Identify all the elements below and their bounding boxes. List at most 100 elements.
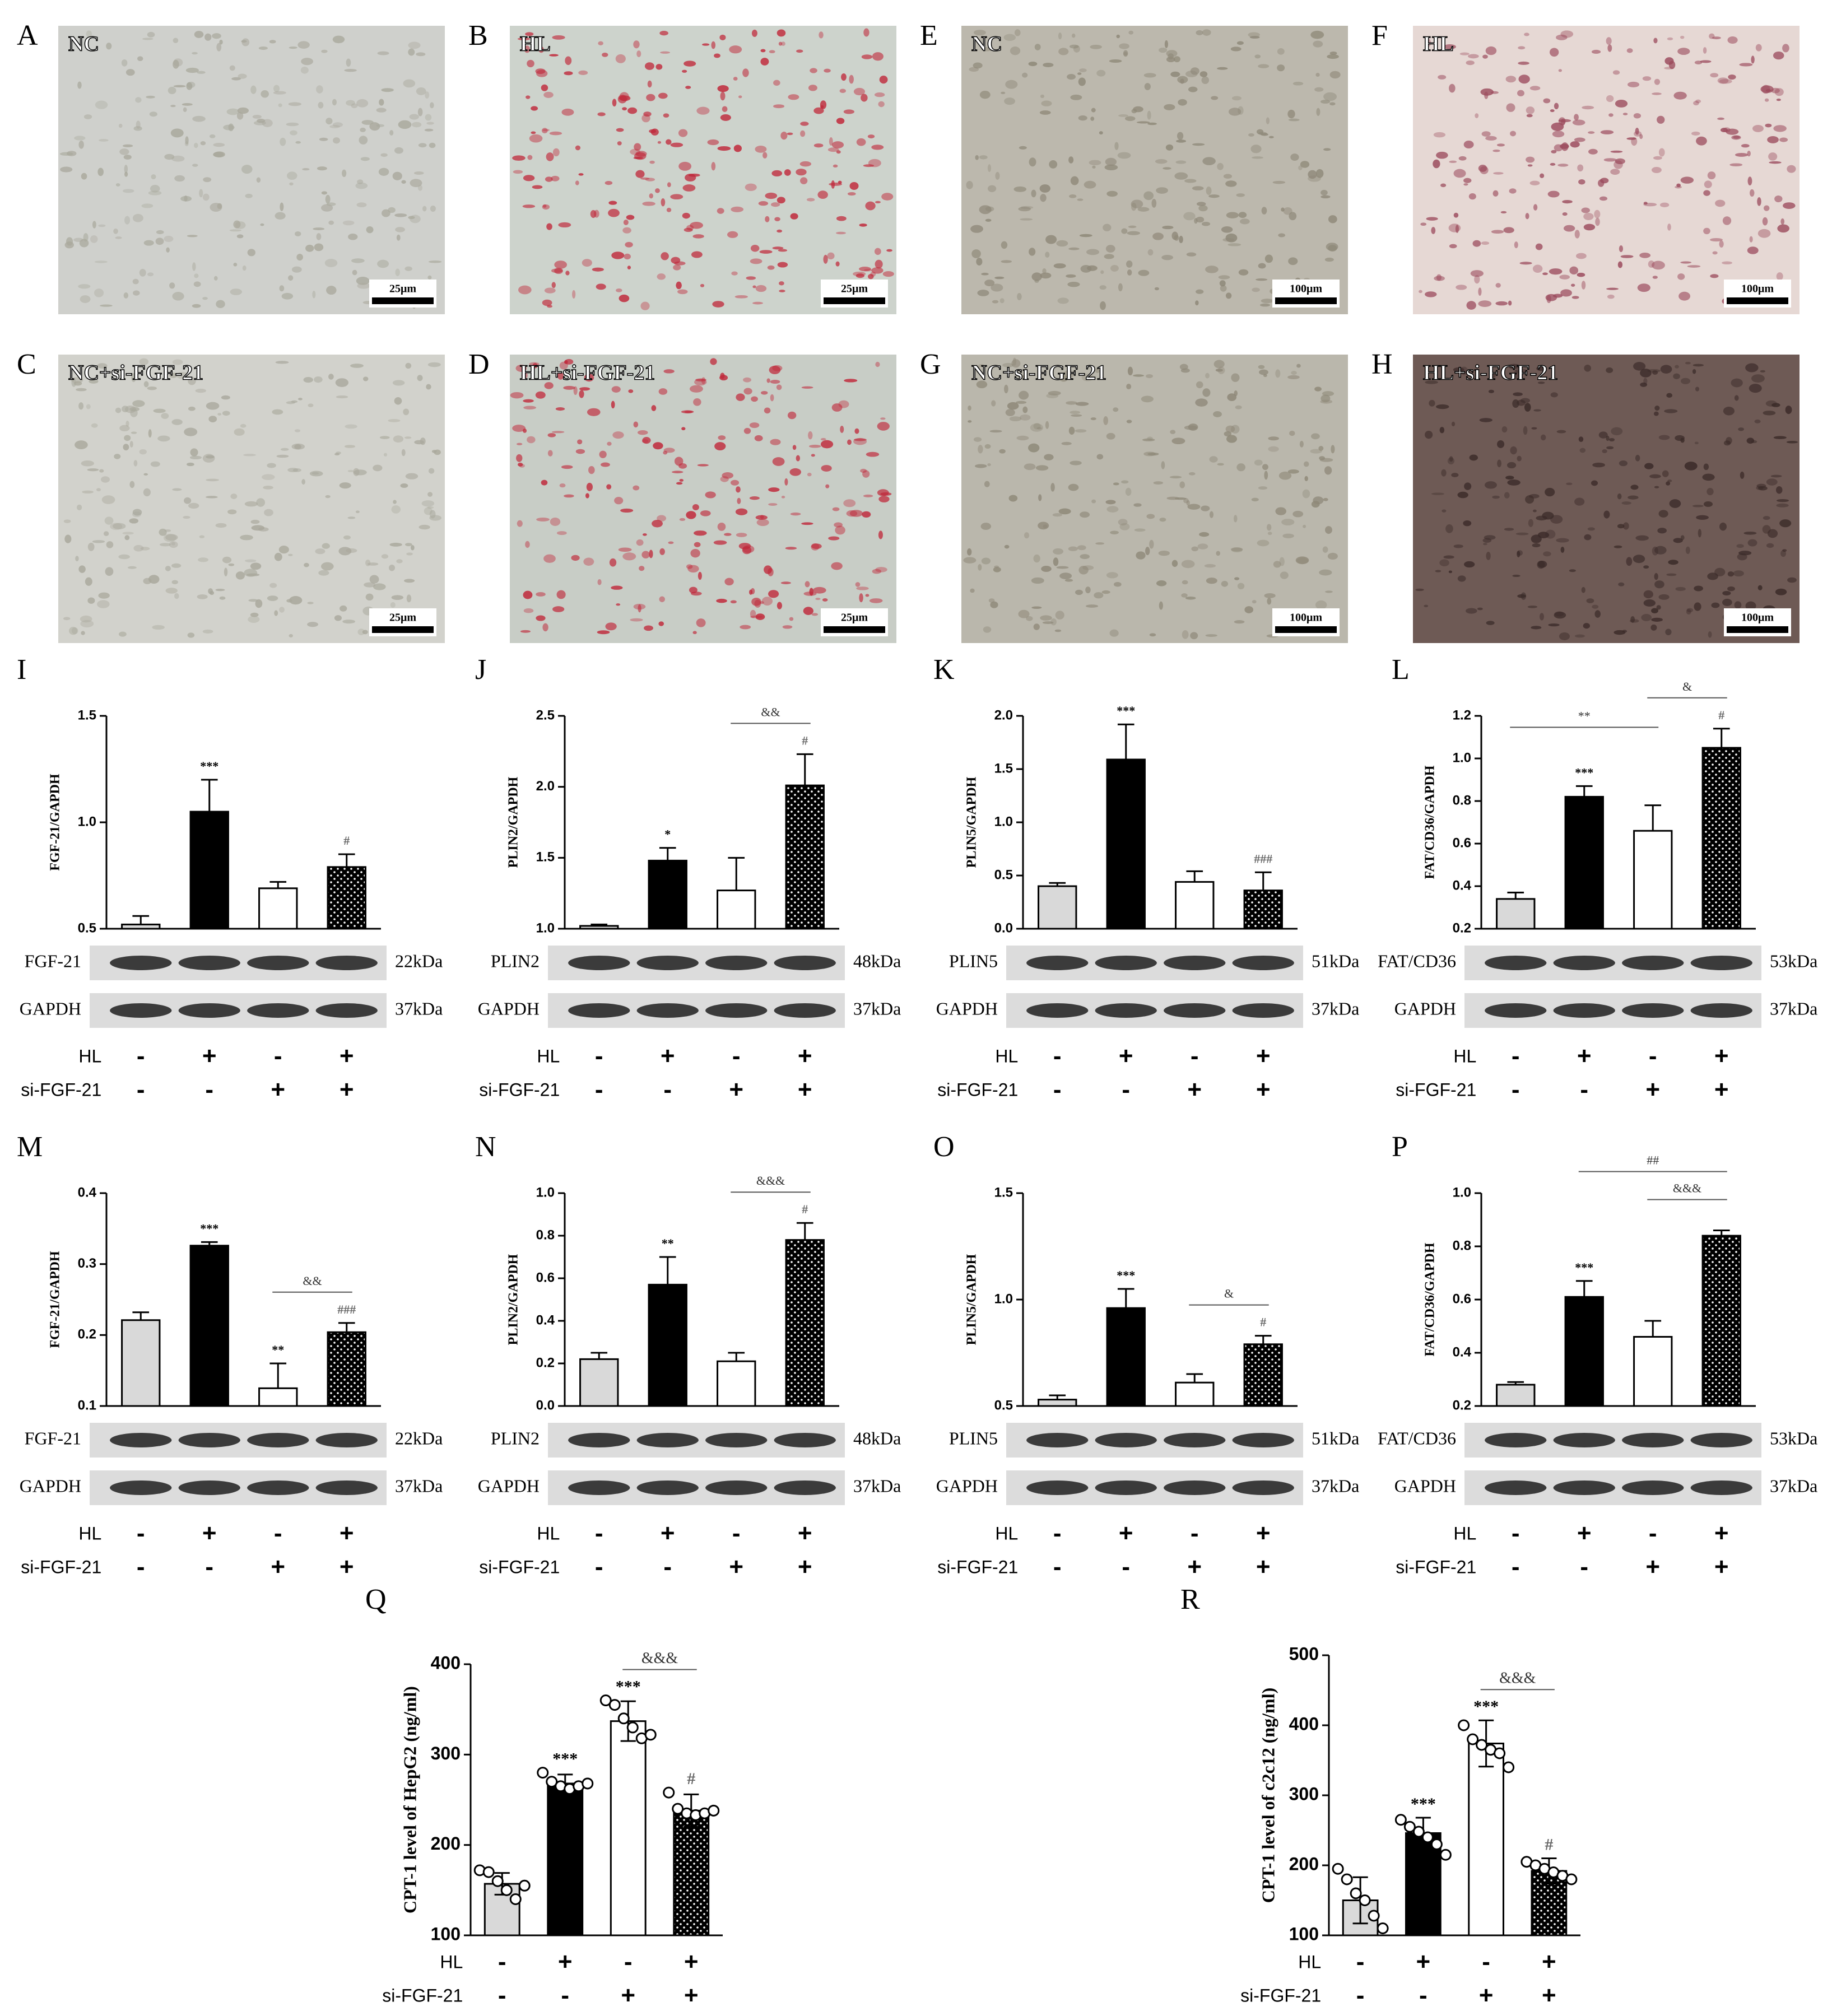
cell — [827, 147, 839, 152]
cell — [784, 478, 788, 486]
cell — [520, 630, 531, 633]
cell — [1492, 190, 1499, 197]
cell — [1537, 560, 1545, 569]
y-axis-label: FGF-21/GAPDH — [48, 774, 63, 871]
cell — [1323, 92, 1337, 101]
condition-mark: + — [661, 1042, 675, 1070]
cell — [1574, 137, 1585, 142]
cell — [1119, 523, 1130, 530]
cell — [1592, 604, 1599, 609]
cell — [1188, 86, 1198, 92]
cell — [1708, 631, 1712, 638]
cell — [1675, 586, 1686, 592]
cell — [760, 515, 764, 519]
blot-band — [315, 1480, 378, 1495]
cell — [860, 468, 867, 473]
blot-size: 22kDa — [395, 951, 443, 971]
cell — [1615, 158, 1625, 165]
cell — [295, 231, 301, 236]
cell — [834, 522, 843, 528]
cell — [305, 244, 314, 252]
cell — [172, 488, 182, 491]
cell — [803, 607, 813, 615]
cell — [555, 407, 565, 411]
cell — [87, 468, 99, 472]
cell — [1618, 582, 1625, 586]
cell — [1654, 580, 1664, 589]
bar — [121, 923, 161, 930]
cell — [176, 371, 189, 379]
blot-band — [1553, 1433, 1615, 1447]
cell — [1513, 392, 1523, 397]
cell — [346, 548, 357, 553]
cell — [827, 252, 835, 260]
cell — [523, 608, 534, 613]
cell — [619, 294, 630, 302]
cell — [75, 556, 79, 562]
cell — [788, 94, 799, 100]
cell — [1606, 287, 1619, 290]
cell — [1651, 260, 1665, 270]
cell — [611, 386, 621, 393]
data-point — [1332, 1863, 1344, 1875]
cell — [148, 190, 162, 195]
cell — [563, 385, 575, 390]
cell — [1722, 216, 1732, 225]
cell — [989, 430, 1002, 433]
cell — [1266, 524, 1272, 531]
cell — [1038, 494, 1042, 501]
cell — [821, 465, 832, 472]
comparison-label: &&& — [1673, 1181, 1701, 1195]
cell — [289, 182, 294, 186]
y-tick-label: 0.4 — [78, 1185, 97, 1200]
cell — [1782, 549, 1787, 552]
cell — [1146, 374, 1153, 379]
cell — [139, 449, 147, 455]
condition-mark: + — [684, 1948, 699, 1976]
data-point — [626, 1721, 639, 1734]
cell — [544, 382, 554, 389]
cell — [750, 258, 762, 264]
cell — [758, 201, 769, 206]
cell — [778, 249, 788, 252]
scale-bar-label: 100μm — [1741, 612, 1774, 624]
cell — [63, 519, 71, 523]
cell — [1092, 165, 1096, 169]
y-tick-label: 2.0 — [994, 707, 1013, 723]
bar — [579, 1358, 619, 1407]
data-point — [1394, 1814, 1407, 1826]
cell — [1325, 590, 1333, 593]
y-tick-label: 0.6 — [1453, 835, 1471, 850]
cell — [736, 486, 741, 493]
blot-band — [1026, 956, 1089, 970]
cell — [620, 508, 634, 513]
cell — [418, 143, 427, 148]
cell — [799, 161, 812, 167]
condition-name: si-FGF-21 — [21, 1557, 101, 1577]
cell — [1030, 423, 1044, 432]
cell — [1527, 606, 1538, 608]
cell — [722, 106, 728, 112]
cell — [653, 442, 663, 450]
comparison-label: &&& — [756, 1174, 785, 1188]
cell — [1451, 473, 1459, 477]
cell — [542, 623, 548, 632]
cell — [1442, 509, 1447, 513]
cell — [1745, 601, 1756, 611]
cell — [693, 398, 701, 406]
data-point — [1503, 1761, 1515, 1773]
cell — [1785, 406, 1792, 415]
cell — [750, 245, 760, 252]
cell — [255, 599, 263, 608]
cell — [356, 202, 367, 208]
cell — [1268, 136, 1274, 138]
cell — [627, 266, 631, 269]
cell — [296, 254, 303, 261]
cell — [419, 524, 430, 530]
cell — [740, 625, 751, 630]
cell — [1070, 411, 1081, 415]
cell — [1075, 402, 1089, 406]
cell — [1525, 495, 1535, 504]
condition-mark: - — [1512, 1520, 1520, 1547]
cell — [1652, 276, 1658, 279]
